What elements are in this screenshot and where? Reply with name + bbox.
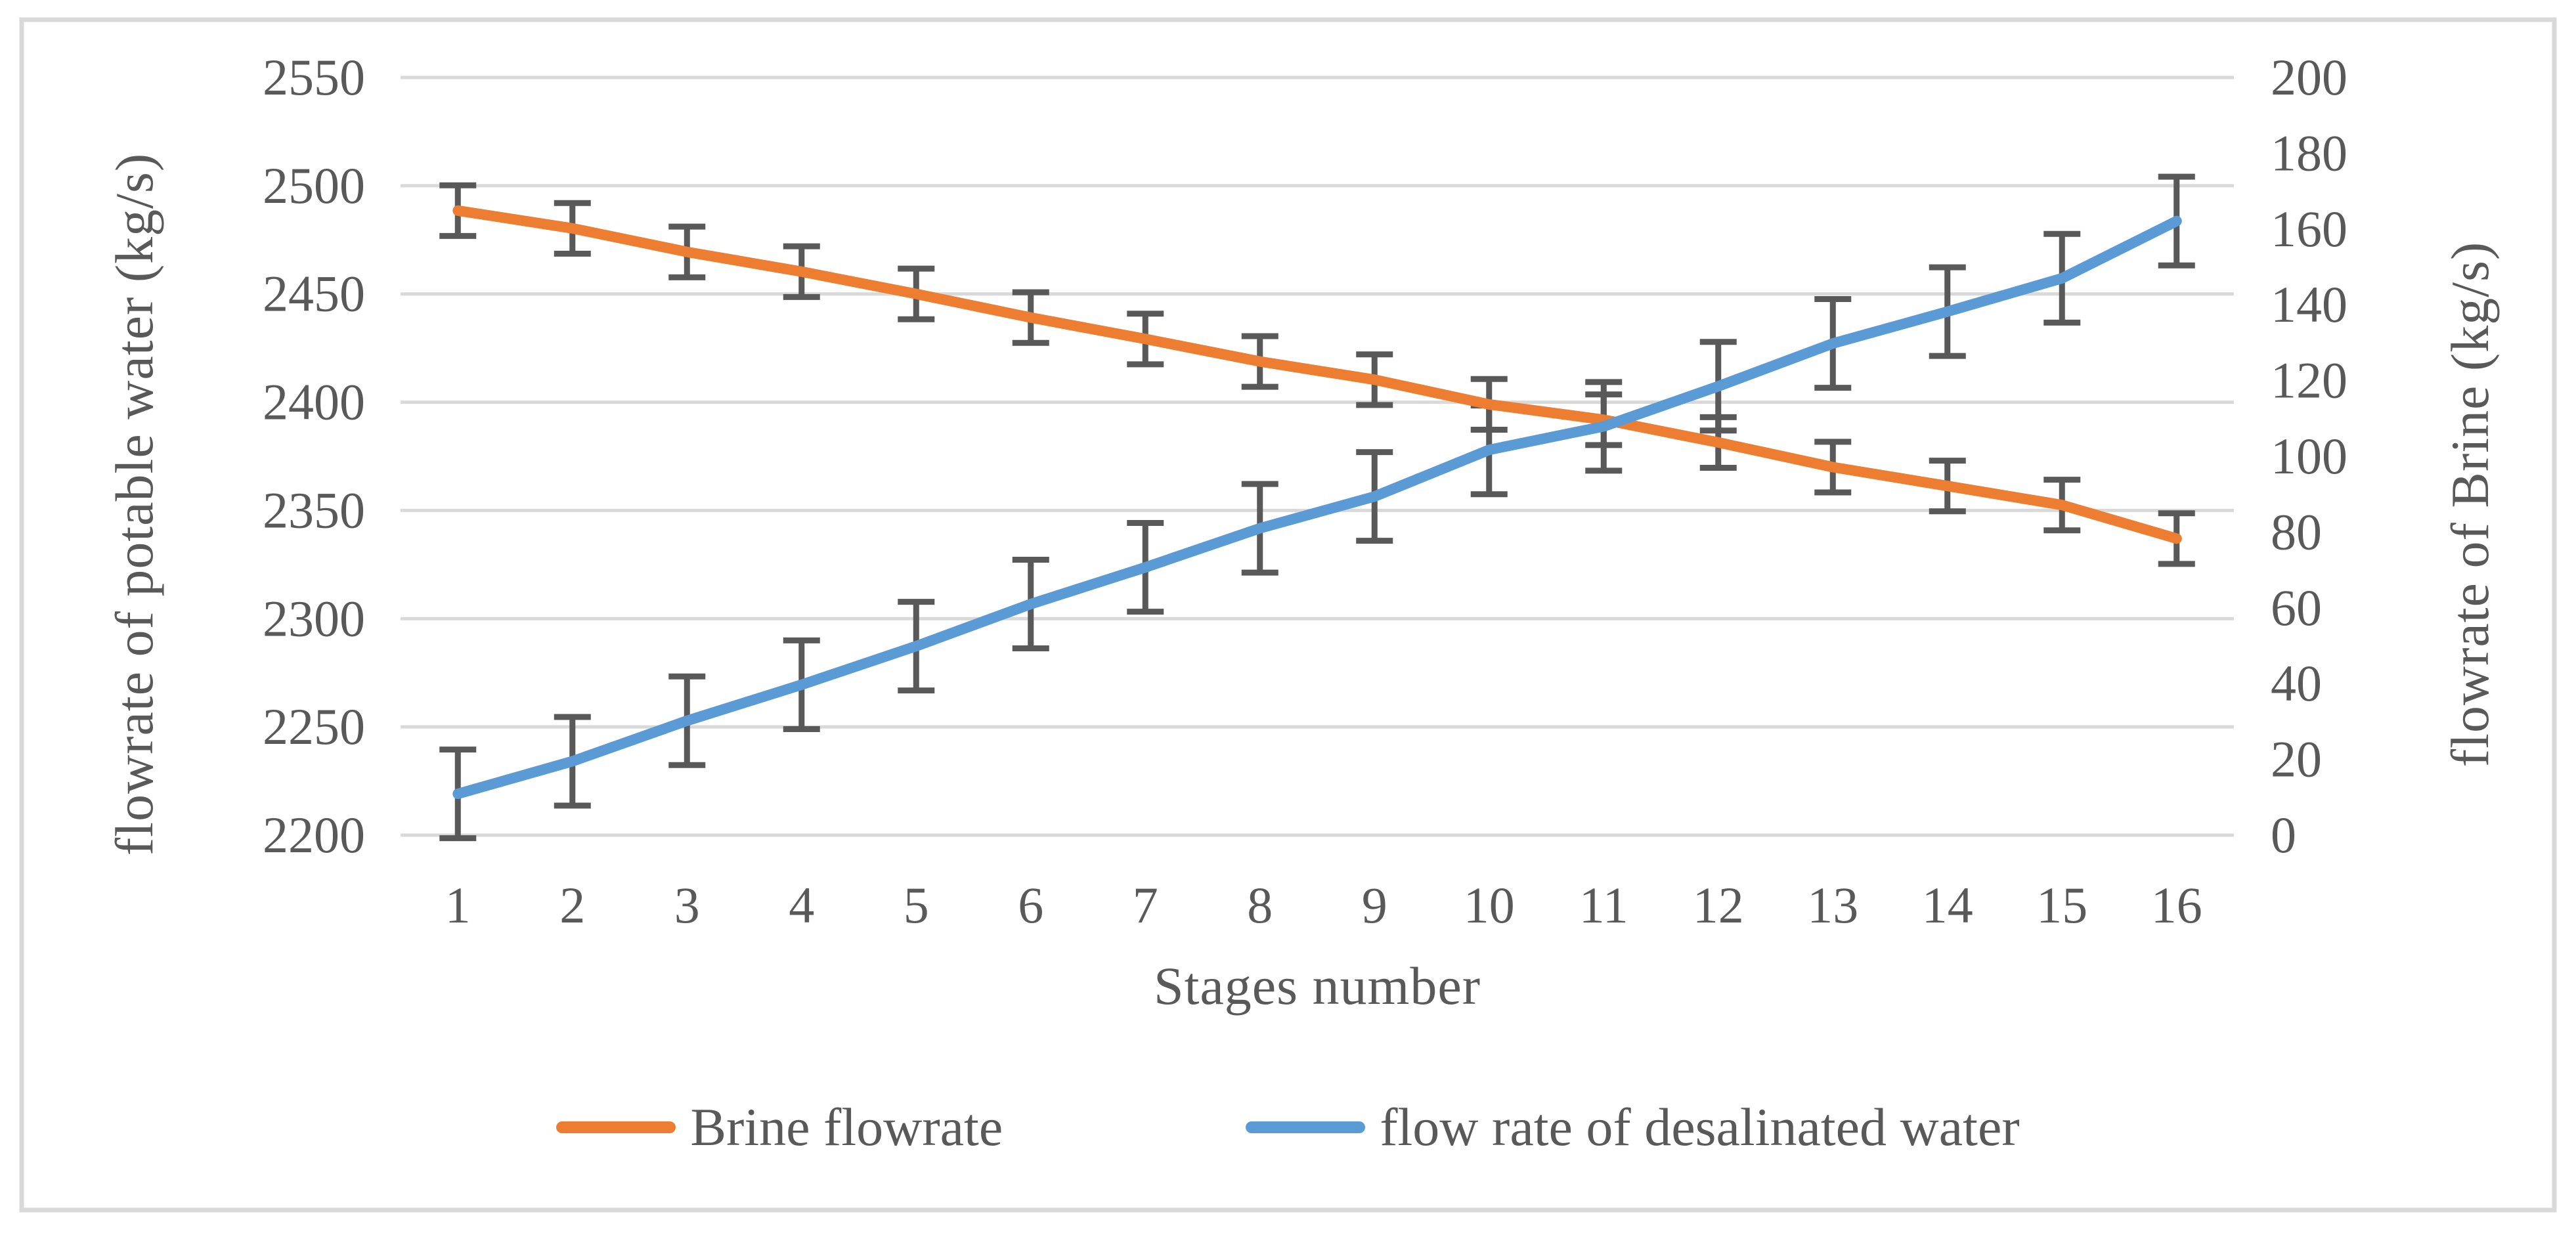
y-left-tick-label: 2200: [263, 806, 365, 863]
x-tick-label: 4: [789, 877, 814, 934]
x-tick-label: 9: [1362, 877, 1387, 934]
x-tick-label: 16: [2151, 877, 2202, 934]
y-left-tick-label: 2400: [263, 374, 365, 431]
y-right-tick-label: 20: [2271, 731, 2322, 788]
x-tick-label: 15: [2036, 877, 2087, 934]
y-left-tick-label: 2250: [263, 698, 365, 755]
y-right-axis-title: flowrate of Brine (kg/s): [2440, 241, 2500, 768]
y-right-tick-label: 40: [2271, 655, 2322, 712]
chart-border: [19, 17, 2557, 1213]
series-line-0: [452, 205, 2182, 544]
y-left-tick-label: 2450: [263, 265, 365, 322]
y-right-tick-label: 160: [2271, 200, 2347, 257]
y-right-tick-label: 80: [2271, 503, 2322, 560]
x-axis-title: Stages number: [1153, 956, 1481, 1016]
legend: Brine flowrate flow rate of desalinated …: [0, 1096, 2576, 1158]
y-right-tick-label: 140: [2271, 276, 2347, 333]
x-tick-label: 2: [559, 877, 585, 934]
x-tick-label: 6: [1018, 877, 1043, 934]
x-tick-label: 7: [1133, 877, 1158, 934]
legend-label-brine: Brine flowrate: [690, 1097, 1003, 1157]
x-tick-label: 3: [674, 877, 700, 934]
legend-item-desalinated: flow rate of desalinated water: [1246, 1096, 2020, 1158]
y-right-tick-label: 180: [2271, 124, 2347, 181]
y-right-tick-label: 100: [2271, 427, 2347, 485]
legend-item-brine: Brine flowrate: [556, 1096, 1003, 1158]
x-tick-label: 14: [1922, 877, 1973, 934]
legend-label-desalinated: flow rate of desalinated water: [1380, 1097, 2020, 1157]
y-left-tick-label: 2550: [263, 49, 365, 106]
y-left-axis-title: flowrate of potable water (kg/s): [104, 152, 164, 856]
y-right-tick-label: 200: [2271, 49, 2347, 106]
y-right-tick-label: 0: [2271, 806, 2296, 863]
x-tick-label: 11: [1579, 877, 1628, 934]
y-right-tick-label: 120: [2271, 352, 2347, 409]
brine-series-swatch-icon: [556, 1121, 676, 1133]
x-tick-label: 12: [1693, 877, 1744, 934]
x-tick-label: 8: [1247, 877, 1273, 934]
x-tick-label: 5: [904, 877, 929, 934]
y-left-tick-label: 2500: [263, 157, 365, 214]
y-left-tick-label: 2350: [263, 481, 365, 538]
y-right-tick-label: 60: [2271, 579, 2322, 636]
x-tick-label: 1: [445, 877, 471, 934]
x-tick-label: 10: [1464, 877, 1515, 934]
desalinated-series-swatch-icon: [1246, 1121, 1366, 1133]
y-left-tick-label: 2300: [263, 590, 365, 647]
series-line-1: [452, 215, 2182, 800]
x-tick-label: 13: [1807, 877, 1858, 934]
